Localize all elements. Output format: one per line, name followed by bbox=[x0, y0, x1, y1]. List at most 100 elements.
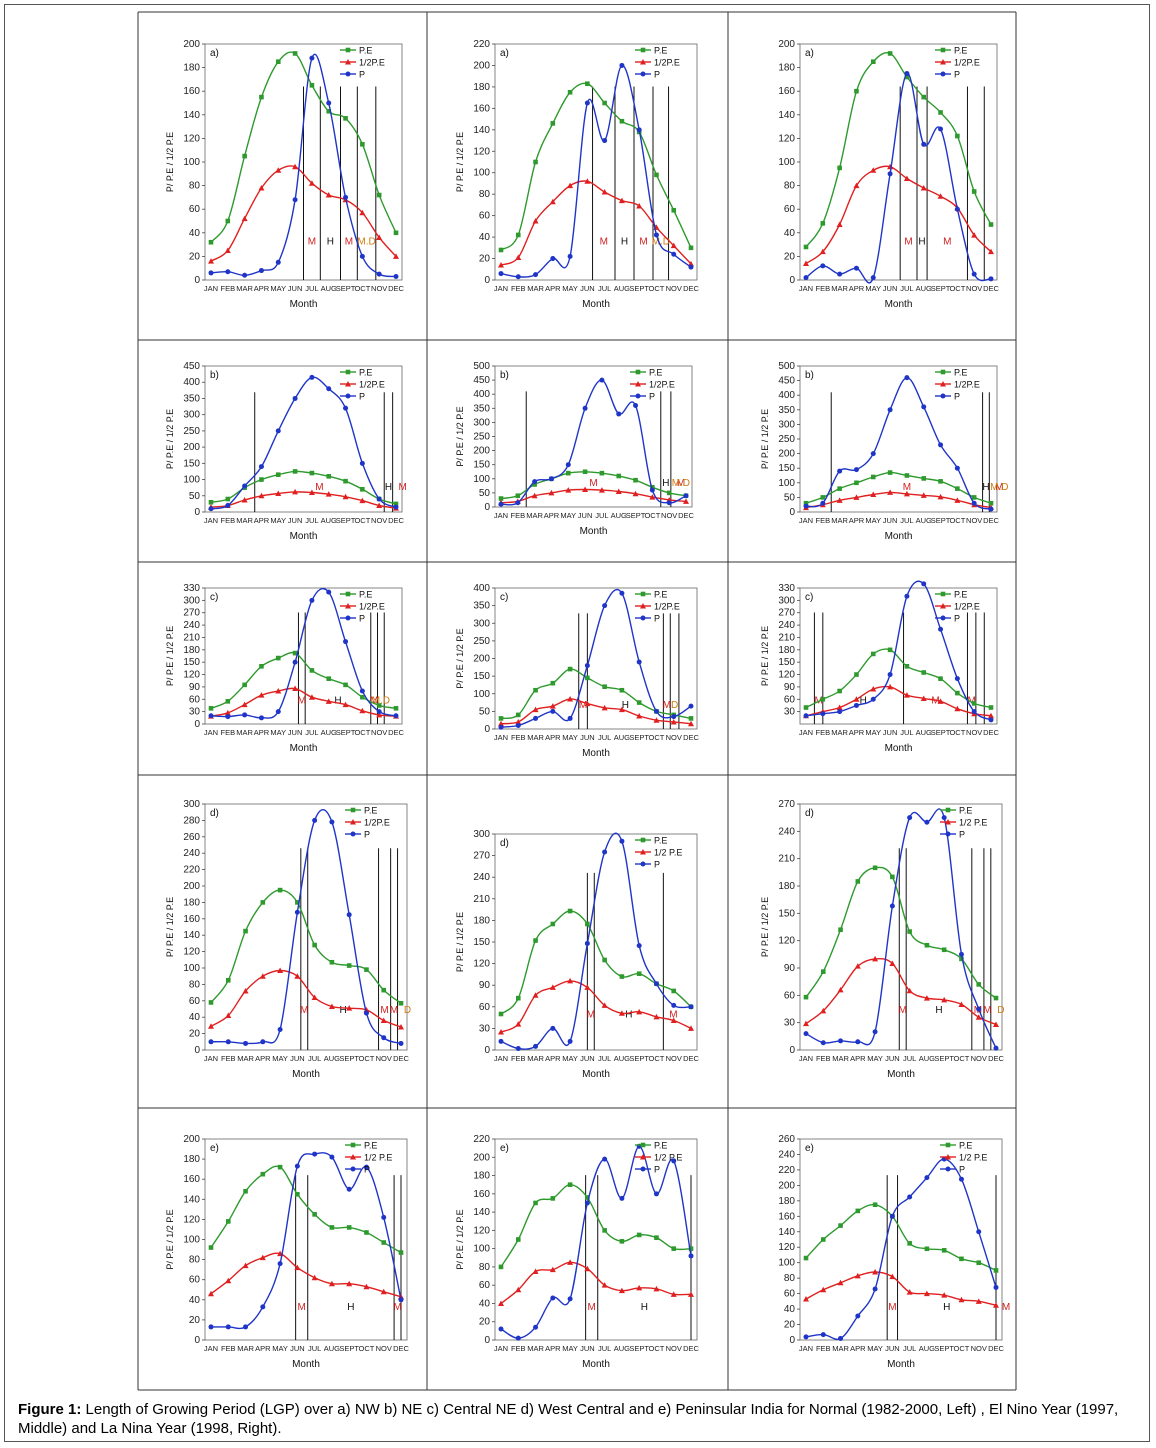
data-point bbox=[853, 265, 859, 271]
x-tick-label: JAN bbox=[799, 1054, 813, 1063]
data-point bbox=[515, 722, 521, 728]
data-point bbox=[498, 271, 504, 277]
y-tick-label: 90 bbox=[479, 980, 491, 991]
x-tick-label: FEB bbox=[221, 1054, 236, 1063]
y-tick-label: 270 bbox=[473, 851, 490, 862]
data-point bbox=[275, 490, 282, 497]
y-tick-label: 0 bbox=[194, 719, 200, 730]
x-tick-label: APR bbox=[254, 284, 270, 293]
data-point bbox=[971, 495, 977, 500]
data-point bbox=[292, 395, 298, 401]
x-tick-label: JAN bbox=[494, 733, 508, 742]
y-tick-label: 250 bbox=[473, 432, 490, 443]
data-point bbox=[688, 703, 694, 709]
data-point bbox=[364, 967, 369, 972]
legend-marker bbox=[640, 59, 646, 65]
data-point bbox=[853, 696, 860, 702]
legend-entry: P.E bbox=[654, 836, 667, 846]
data-point bbox=[260, 1171, 266, 1177]
x-tick-label: AUG bbox=[611, 511, 627, 520]
legend-entry: 1/2P.E bbox=[954, 58, 980, 68]
y-tick-label: 160 bbox=[183, 914, 200, 925]
phase-label: H bbox=[918, 237, 925, 248]
data-point bbox=[258, 692, 265, 698]
data-point bbox=[393, 273, 399, 279]
phase-label: H bbox=[662, 478, 669, 489]
y-tick-label: 270 bbox=[183, 608, 200, 619]
data-point bbox=[584, 100, 590, 106]
phase-label: H bbox=[935, 1005, 942, 1016]
data-point bbox=[308, 180, 315, 186]
data-point bbox=[259, 477, 264, 482]
legend-marker bbox=[345, 59, 351, 65]
legend-entry: P bbox=[954, 614, 960, 624]
data-point bbox=[907, 815, 913, 821]
x-tick-label: SEPT bbox=[626, 511, 646, 520]
y-tick-label: 330 bbox=[183, 583, 200, 594]
data-point bbox=[636, 659, 642, 665]
phase-label: M bbox=[1002, 1302, 1010, 1313]
x-tick-label: APR bbox=[255, 1344, 271, 1353]
data-point bbox=[819, 248, 826, 255]
x-tick-label: MAY bbox=[865, 728, 881, 737]
chart-panel-2: 0 20 40 60 80 100 120 140 160 180 200 220 JAN FEB MAR A… bbox=[450, 30, 705, 320]
data-point bbox=[941, 1156, 947, 1162]
y-tick-label: 120 bbox=[183, 1214, 200, 1225]
data-point bbox=[393, 713, 399, 719]
x-tick-label: AUG bbox=[321, 728, 337, 737]
phase-label: M bbox=[904, 237, 912, 248]
x-tick-label: JUN bbox=[290, 1054, 305, 1063]
data-point bbox=[937, 193, 944, 199]
x-tick-label: AUG bbox=[614, 1344, 630, 1353]
data-point bbox=[275, 259, 281, 265]
phase-label: M.D bbox=[357, 237, 375, 248]
data-point bbox=[225, 218, 231, 224]
x-tick-label: MAY bbox=[272, 1054, 288, 1063]
legend-marker bbox=[945, 1166, 951, 1172]
data-point bbox=[670, 242, 677, 249]
x-tick-label: JAN bbox=[799, 728, 813, 737]
data-point bbox=[872, 955, 879, 962]
data-point bbox=[329, 819, 335, 825]
data-point bbox=[904, 71, 910, 76]
data-point bbox=[602, 684, 607, 689]
data-point bbox=[870, 275, 876, 281]
data-point bbox=[820, 263, 826, 269]
series-line-half-pe bbox=[210, 969, 402, 1028]
data-point bbox=[803, 500, 809, 506]
data-point bbox=[870, 167, 877, 173]
data-point bbox=[277, 887, 283, 893]
y-tick-label: 200 bbox=[473, 60, 490, 71]
legend-marker bbox=[345, 393, 351, 399]
data-point bbox=[619, 1195, 625, 1201]
x-tick-label: MAR bbox=[831, 284, 848, 293]
legend-marker bbox=[640, 591, 646, 597]
series-line-half-pe bbox=[805, 165, 992, 265]
data-point bbox=[567, 89, 573, 95]
data-point bbox=[636, 700, 642, 705]
data-point bbox=[242, 1262, 249, 1269]
data-point bbox=[565, 487, 572, 493]
phase-label: M bbox=[588, 1302, 596, 1313]
data-point bbox=[870, 474, 876, 480]
data-point bbox=[309, 597, 315, 603]
data-point bbox=[325, 491, 332, 497]
data-point bbox=[393, 706, 399, 711]
y-tick-label: 100 bbox=[183, 475, 200, 486]
data-point bbox=[533, 159, 538, 165]
y-tick-label: 150 bbox=[778, 657, 795, 668]
data-point bbox=[498, 724, 504, 730]
data-point bbox=[958, 1001, 965, 1007]
y-tick-label: 300 bbox=[183, 595, 200, 606]
data-point bbox=[260, 1304, 266, 1310]
data-point bbox=[381, 987, 387, 993]
x-tick-label: APR bbox=[849, 728, 865, 737]
data-point bbox=[619, 838, 625, 844]
data-point bbox=[688, 1025, 694, 1031]
x-tick-label: SEPT bbox=[931, 284, 951, 293]
phase-label: M bbox=[315, 482, 323, 493]
phase-label: M bbox=[967, 696, 975, 707]
data-point bbox=[498, 501, 504, 507]
